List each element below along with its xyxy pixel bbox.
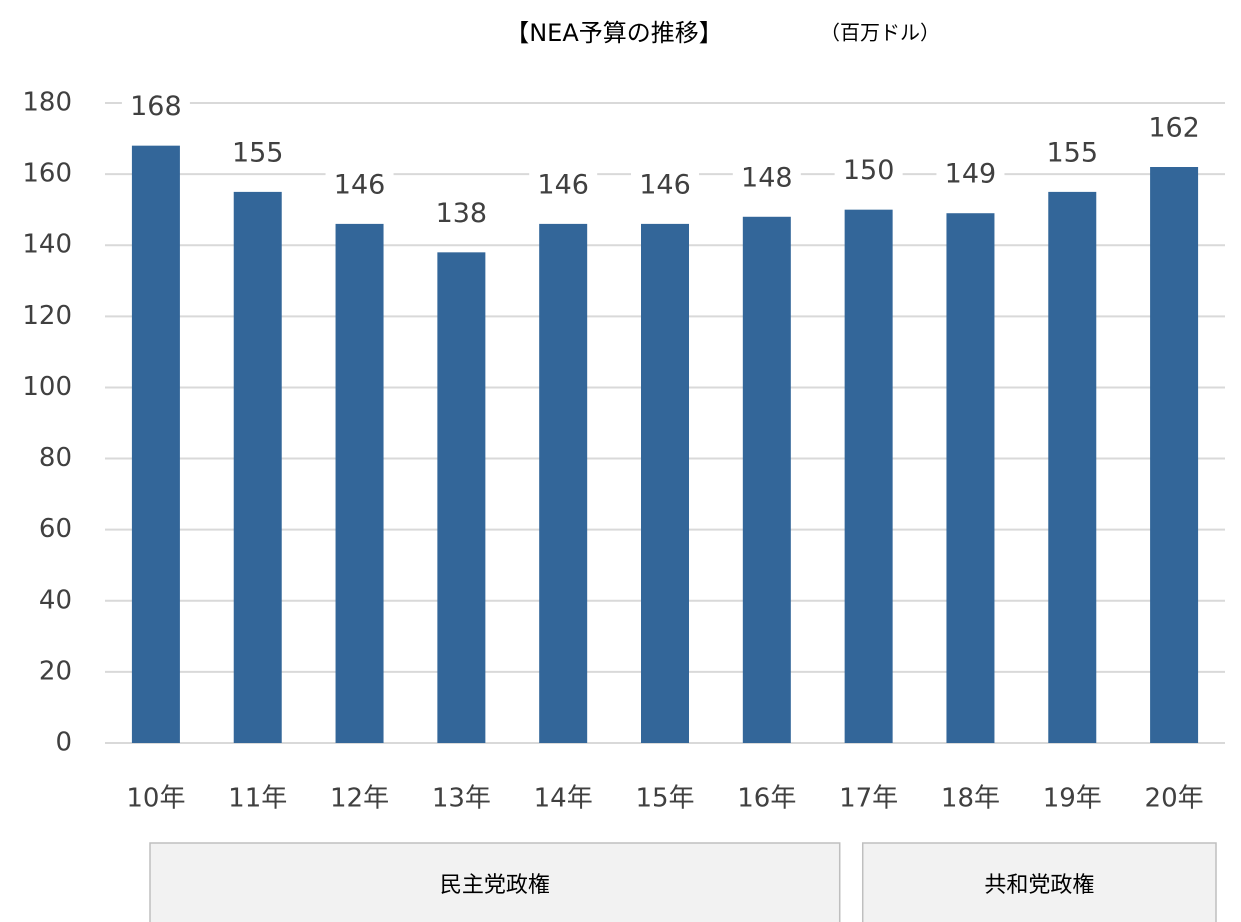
bar [844, 209, 893, 743]
x-tick-label: 12年 [330, 784, 389, 814]
label-bg [732, 160, 801, 195]
y-tick-label: 160 [22, 159, 72, 189]
label-bg [427, 196, 496, 231]
chart-title: 【NEA予算の推移】 [505, 19, 723, 47]
x-tick-label: 18年 [941, 784, 1000, 814]
data-label: 146 [334, 169, 386, 200]
bar [742, 216, 791, 743]
label-bg [325, 167, 394, 202]
bar [335, 223, 384, 743]
data-label: 148 [741, 162, 793, 193]
data-label: 146 [537, 169, 589, 200]
bar [1048, 191, 1097, 743]
data-label: 168 [130, 91, 182, 122]
group-label: 民主党政権 [440, 873, 550, 898]
label-bg [223, 135, 292, 170]
y-tick-label: 20 [39, 656, 72, 686]
x-tick-label: 20年 [1145, 784, 1204, 814]
x-tick-label: 17年 [839, 784, 898, 814]
y-tick-label: 100 [22, 372, 72, 402]
bar [131, 145, 180, 743]
bar [1150, 167, 1199, 743]
group-label: 共和党政権 [984, 873, 1094, 898]
y-tick-label: 60 [39, 514, 72, 544]
label-bg [1140, 111, 1209, 145]
x-tick-label: 10年 [126, 784, 185, 814]
y-tick-label: 0 [55, 728, 72, 758]
y-tick-label: 180 [22, 88, 72, 118]
bar [539, 223, 588, 743]
bar [437, 252, 486, 744]
label-bg [1038, 135, 1107, 170]
x-tick-label: 19年 [1043, 784, 1102, 814]
bar [233, 191, 282, 743]
y-tick-label: 140 [22, 230, 72, 260]
data-label: 149 [945, 159, 997, 190]
data-label: 146 [639, 169, 691, 200]
x-tick-label: 14年 [534, 784, 593, 814]
y-tick-label: 120 [22, 301, 72, 331]
x-tick-label: 15年 [635, 784, 694, 814]
bar [946, 213, 995, 743]
label-bg [834, 153, 903, 188]
data-label: 162 [1148, 113, 1200, 144]
x-tick-label: 11年 [228, 784, 287, 814]
group-box [149, 842, 841, 922]
data-label: 155 [232, 137, 284, 168]
data-label: 155 [1046, 137, 1098, 168]
label-bg [936, 157, 1005, 192]
data-label: 150 [843, 155, 895, 186]
x-tick-label: 16年 [737, 784, 796, 814]
label-bg [631, 167, 699, 202]
data-label: 138 [436, 198, 488, 229]
unit-label: （百万ドル） [820, 21, 940, 45]
y-tick-label: 40 [39, 585, 72, 615]
label-bg [529, 167, 598, 202]
x-tick-label: 13年 [432, 784, 491, 814]
y-tick-label: 80 [39, 443, 72, 473]
bar [641, 223, 689, 743]
label-bg [121, 89, 190, 124]
group-box [861, 842, 1217, 922]
